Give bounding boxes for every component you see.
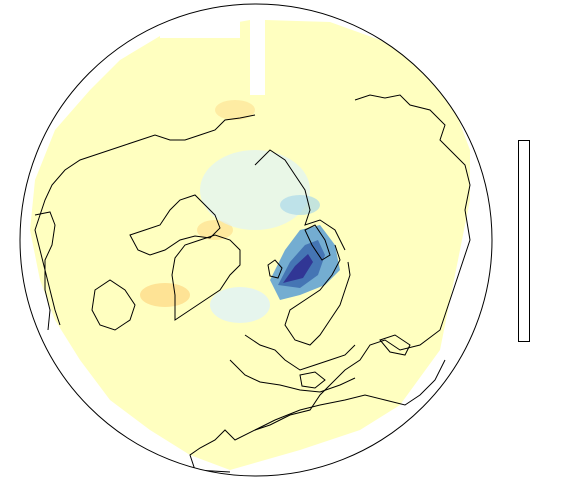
anomaly-orange-2 xyxy=(197,220,233,240)
colorbar xyxy=(518,140,530,342)
anomaly-orange-3 xyxy=(215,100,255,120)
map-boundary xyxy=(19,3,493,477)
coastline-alaska xyxy=(34,211,56,331)
anomaly-light xyxy=(200,150,310,230)
anomaly-core xyxy=(283,254,313,283)
anomaly-orange xyxy=(140,283,190,307)
anomaly-light-2 xyxy=(210,287,270,323)
coastline-north-america xyxy=(34,114,256,326)
sic-data-area xyxy=(30,20,470,470)
sic-gap xyxy=(250,20,265,95)
coastline-europe-north xyxy=(244,334,356,371)
coastline-archipelago xyxy=(129,194,221,256)
coastline-scandinavia xyxy=(284,244,351,346)
coastline-svalbard xyxy=(267,259,283,279)
coastline-iceland xyxy=(299,371,326,389)
coastline-asia-south xyxy=(254,359,446,431)
anomaly-light-3 xyxy=(280,195,320,215)
coastlines xyxy=(34,94,471,473)
coastline-siberia xyxy=(254,149,346,251)
coastline-hudson xyxy=(91,279,136,331)
sic-gap-top xyxy=(160,8,240,38)
coastline-greenland xyxy=(171,234,241,321)
coastline-eurasia xyxy=(189,94,471,473)
coastline-mediterranean xyxy=(229,359,356,393)
coastline-novaya-zemlya xyxy=(304,224,331,261)
coastline-japan xyxy=(379,334,411,356)
